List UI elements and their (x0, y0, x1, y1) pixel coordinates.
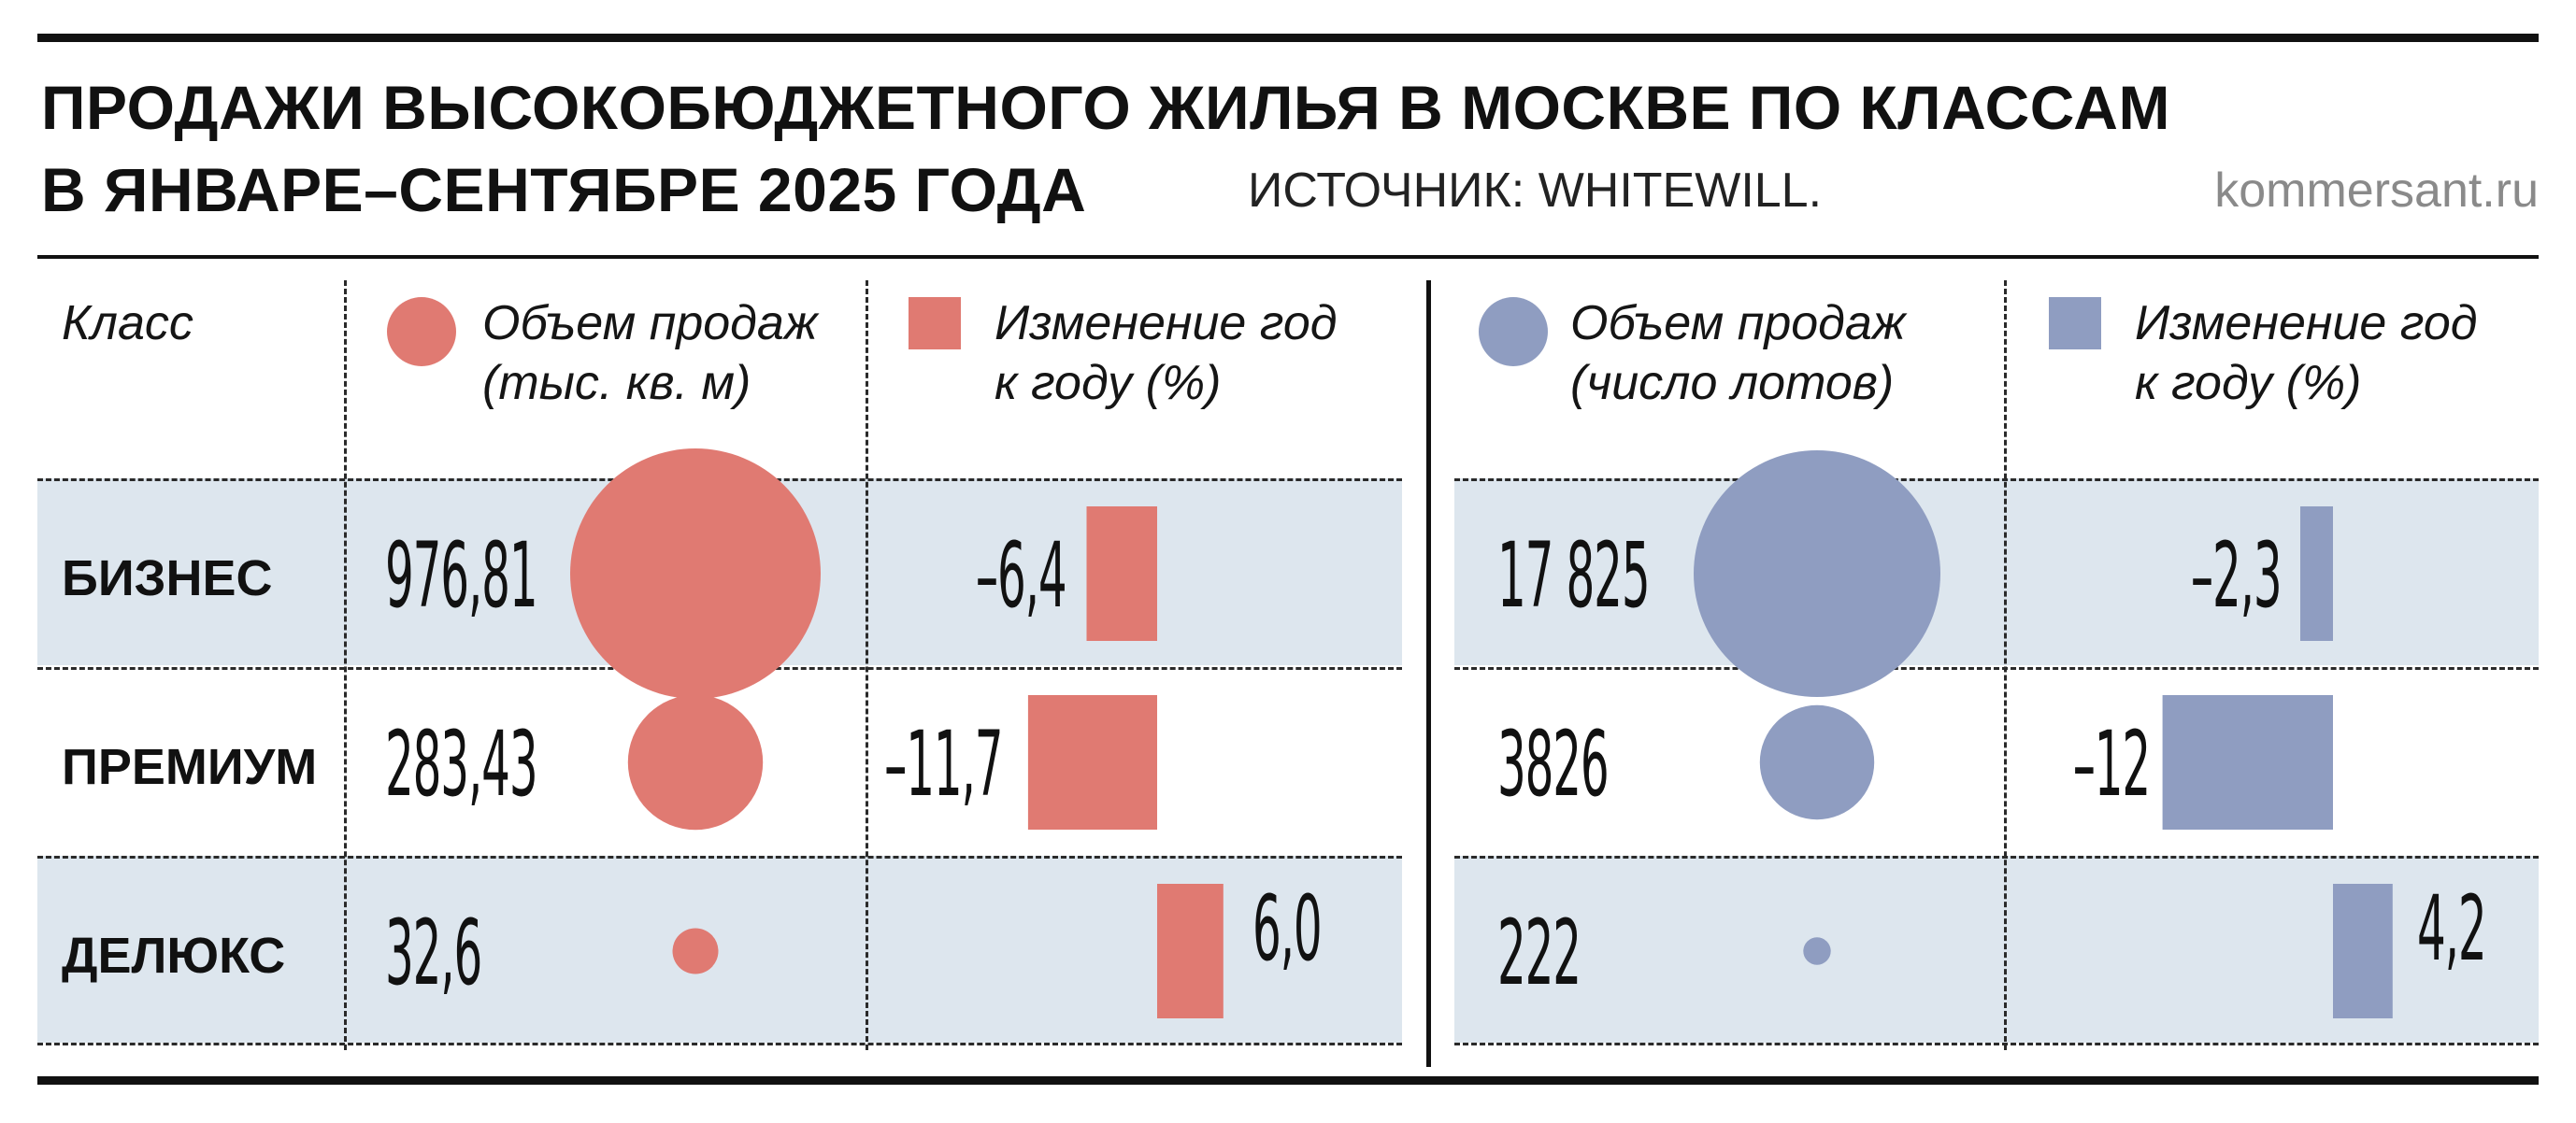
header-class: Класс (62, 296, 193, 350)
lots-change-bar (2300, 506, 2333, 641)
column-separator (2004, 280, 2007, 1050)
class-label-deluxe: ДЕЛЮКС (62, 928, 286, 984)
group-divider (1426, 280, 1431, 1067)
row-separator (1454, 1043, 2539, 1045)
header-lots-change-2: к году (%) (2135, 356, 2362, 410)
value-label-area-change: 6,0 (1252, 876, 1323, 981)
column-separator (866, 280, 868, 1050)
lots-volume-bubble (1694, 450, 1940, 697)
value-label-lots-change: 4,2 (2417, 876, 2487, 981)
header-area-volume-1: Объем продаж (482, 296, 818, 350)
header-area-volume-2: (тыс. кв. м) (482, 356, 751, 410)
area-volume-bubble (570, 448, 821, 699)
chart-title-line2: В ЯНВАРЕ–СЕНТЯБРЕ 2025 ГОДА (41, 155, 1087, 224)
header-lots-volume-2: (число лотов) (1570, 356, 1895, 410)
lots-volume-bubble (1759, 704, 1875, 820)
value-label-area-change: –6,4 (975, 523, 1066, 628)
header-area-change-1: Изменение год (995, 296, 1338, 350)
value-label-lots-volume: 17 825 (1497, 523, 1651, 628)
area-volume-bubble (627, 694, 764, 831)
value-label-lots-change: –2,3 (2190, 523, 2282, 628)
site-credit: kommersant.ru (2214, 163, 2539, 218)
value-label-lots-volume: 3826 (1497, 712, 1610, 817)
header-lots-change-1: Изменение год (2135, 296, 2478, 350)
header-area-change-2: к году (%) (995, 356, 1222, 410)
source-note: ИСТОЧНИК: WHITEWILL. (1248, 163, 1823, 218)
row-separator (37, 856, 1402, 859)
value-label-lots-change: –12 (2072, 712, 2151, 817)
area-change-bar (1086, 506, 1157, 641)
value-label-area-volume: 976,81 (385, 523, 538, 628)
row-separator (1454, 667, 2539, 670)
column-separator (344, 280, 347, 1050)
class-label-business: БИЗНЕС (62, 550, 273, 606)
lots-volume-bubble (1803, 937, 1831, 965)
area-volume-bubble (672, 928, 719, 974)
value-label-area-volume: 32,6 (385, 901, 482, 1005)
class-label-premium: ПРЕМИУМ (62, 739, 318, 795)
area-change-bar (1157, 884, 1224, 1018)
legend-lots-volume-dot (1479, 297, 1548, 366)
row-separator (37, 1043, 1402, 1045)
row-separator (1454, 856, 2539, 859)
bottom-rule (37, 1076, 2539, 1085)
chart-title-line1: ПРОДАЖИ ВЫСОКОБЮДЖЕТНОГО ЖИЛЬЯ В МОСКВЕ … (41, 73, 2170, 142)
top-rule (37, 34, 2539, 42)
value-label-area-volume: 283,43 (385, 712, 538, 817)
lots-change-bar (2333, 884, 2393, 1018)
row-separator (1454, 478, 2539, 481)
legend-area-volume-dot (387, 297, 456, 366)
value-label-lots-volume: 222 (1497, 901, 1581, 1005)
legend-area-change-square (909, 297, 961, 349)
legend-lots-change-square (2049, 297, 2101, 349)
lots-change-bar (2162, 695, 2333, 830)
header-lots-volume-1: Объем продаж (1570, 296, 1906, 350)
value-label-area-change: –11,7 (883, 712, 1003, 817)
header-rule (37, 255, 2539, 259)
area-change-bar (1027, 695, 1157, 830)
